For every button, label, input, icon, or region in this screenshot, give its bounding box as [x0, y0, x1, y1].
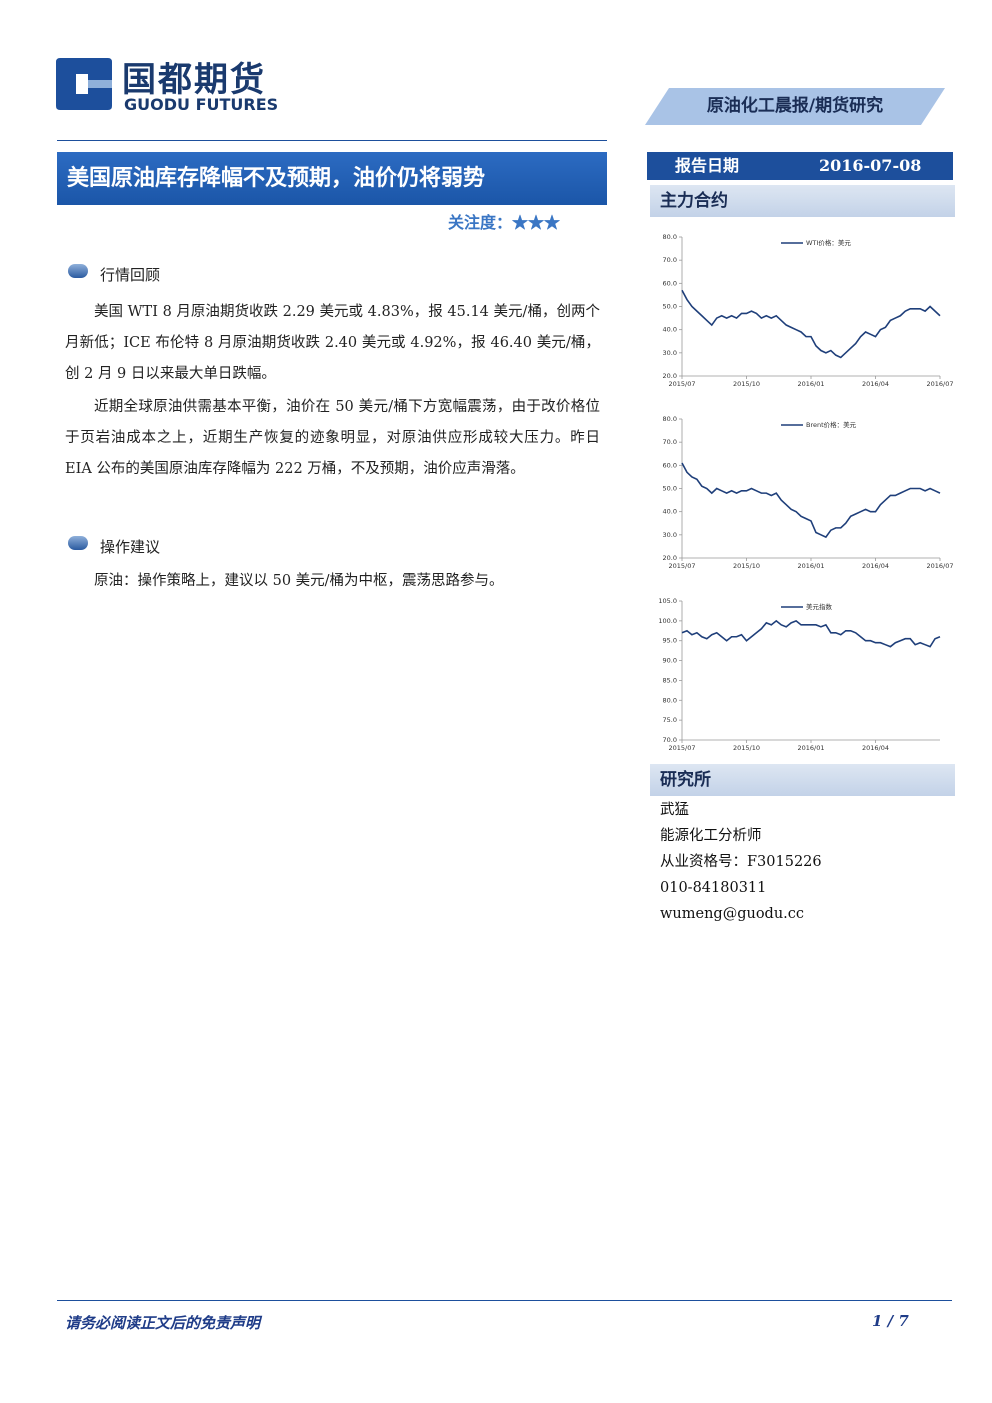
x-tick-label: 2015/10 — [733, 380, 760, 388]
logo-en: GUODU FUTURES — [124, 95, 279, 114]
legend-label: 美元指数 — [806, 602, 833, 611]
x-tick-label: 2016/04 — [862, 744, 889, 752]
paragraph: 近期全球原油供需基本平衡，油价在 50 美元/桶下方宽幅震荡，由于改价格位于页岩… — [65, 399, 600, 477]
x-tick-label: 2016/01 — [797, 562, 824, 570]
y-tick-label: 95.0 — [663, 637, 677, 645]
analyst-line: 010-84180311 — [660, 880, 767, 896]
y-tick-label: 20.0 — [663, 372, 677, 380]
x-tick-label: 2015/10 — [733, 744, 760, 752]
y-tick-label: 90.0 — [663, 657, 677, 665]
page-number: 1 / 7 — [872, 1312, 909, 1330]
y-tick-label: 40.0 — [663, 326, 677, 334]
x-tick-label: 2015/10 — [733, 562, 760, 570]
section-heading: 操作建议 — [100, 538, 161, 556]
y-tick-label: 30.0 — [663, 531, 677, 539]
y-tick-label: 70.0 — [663, 256, 677, 264]
y-tick-label: 60.0 — [663, 461, 677, 469]
y-tick-label: 85.0 — [663, 676, 677, 684]
x-tick-label: 2016/04 — [862, 562, 889, 570]
sidebar-heading: 研究所 — [650, 764, 955, 796]
y-tick-label: 30.0 — [663, 349, 677, 357]
analyst-line: 能源化工分析师 — [660, 828, 762, 844]
analyst-line: 从业资格号：F3015226 — [660, 854, 822, 870]
x-tick-label: 2015/07 — [668, 744, 695, 752]
legend-label: WTI价格：美元 — [806, 238, 851, 247]
date-label: 报告日期 — [675, 156, 740, 175]
y-tick-label: 50.0 — [663, 303, 677, 311]
x-tick-label: 2016/04 — [862, 380, 889, 388]
y-tick-label: 75.0 — [663, 716, 677, 724]
x-tick-label: 2015/07 — [668, 380, 695, 388]
report-date: 报告日期 2016-07-08 — [647, 152, 953, 180]
section-icon — [68, 536, 88, 550]
rule — [57, 1300, 952, 1301]
y-tick-label: 70.0 — [663, 736, 677, 744]
analyst-line: 武猛 — [660, 802, 689, 818]
chart: 20.0 30.0 40.0 50.0 60.0 70.0 80.0 2015/07 2015/… — [663, 415, 954, 570]
x-tick-label: 2015/07 — [668, 562, 695, 570]
y-tick-label: 80.0 — [663, 696, 677, 704]
y-tick-label: 80.0 — [663, 415, 677, 423]
data-line — [681, 619, 941, 648]
date-value: 2016-07-08 — [819, 156, 922, 175]
chart: 70.0 75.0 80.0 85.0 90.0 95.0 100.0 105.0 2015/0… — [658, 597, 941, 752]
title: 美国原油库存降幅不及预期，油价仍将弱势 — [57, 152, 607, 205]
section-tag: 原油化工晨报/期货研究 — [645, 88, 945, 125]
x-tick-label: 2016/07 — [926, 562, 953, 570]
y-tick-label: 105.0 — [658, 597, 677, 605]
logo-text: 国都期货 — [122, 60, 266, 100]
attention: 关注度：★★★ — [448, 209, 560, 233]
sidebar-heading: 主力合约 — [650, 185, 955, 217]
section-heading: 行情回顾 — [100, 266, 161, 284]
y-tick-label: 40.0 — [663, 508, 677, 516]
attention-stars: ★★★ — [512, 213, 561, 232]
analyst-info: 武猛 能源化工分析师 从业资格号：F3015226 010-84180311 w… — [660, 797, 822, 927]
y-tick-label: 70.0 — [663, 438, 677, 446]
data-line — [681, 289, 941, 359]
x-tick-label: 2016/07 — [926, 380, 953, 388]
data-line — [681, 462, 941, 539]
x-tick-label: 2016/01 — [797, 744, 824, 752]
y-tick-label: 50.0 — [663, 485, 677, 493]
section-icon — [68, 264, 88, 278]
logo-icon — [56, 58, 112, 110]
y-tick-label: 60.0 — [663, 279, 677, 287]
x-tick-label: 2016/01 — [797, 380, 824, 388]
chart: 20.0 30.0 40.0 50.0 60.0 70.0 80.0 2015/07 2015/… — [663, 233, 954, 388]
paragraph: 原油：操作策略上，建议以 50 美元/桶为中枢，震荡思路参与。 — [94, 573, 504, 589]
disclaimer: 请务必阅读正文后的免责声明 — [65, 1314, 261, 1332]
analyst-line: wumeng@guodu.cc — [660, 906, 805, 922]
legend-label: Brent价格：美元 — [806, 420, 857, 429]
paragraph: 美国 WTI 8 月原油期货收跌 2.29 美元或 4.83%，报 45.14 … — [65, 304, 600, 382]
y-tick-label: 80.0 — [663, 233, 677, 241]
y-tick-label: 100.0 — [658, 617, 677, 625]
rule — [57, 140, 607, 141]
y-tick-label: 20.0 — [663, 554, 677, 562]
attention-label: 关注度： — [448, 213, 513, 232]
